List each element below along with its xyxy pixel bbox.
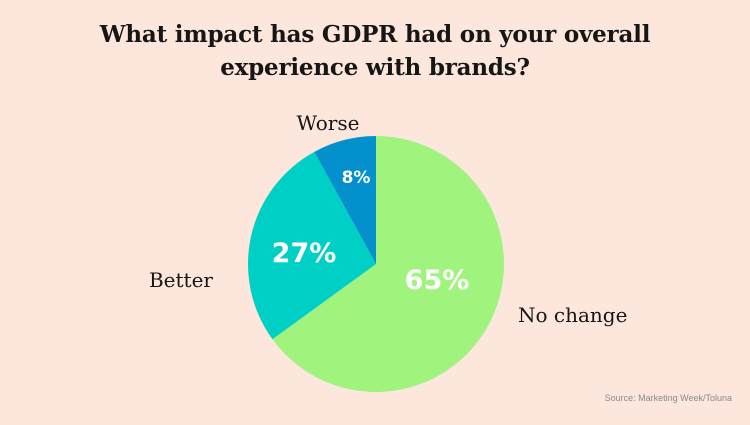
pie-slice-no-change <box>272 136 505 393</box>
pie-slices <box>248 136 505 393</box>
pie-category-labels: No change Better Worse <box>149 111 627 327</box>
pie-percent-label-worse: 8% <box>342 168 371 188</box>
chart-title-line-2: experience with brands? <box>220 54 530 81</box>
chart-title-line-1: What impact has GDPR had on your overall <box>99 21 651 48</box>
pie-slice-worse <box>314 136 376 264</box>
pie-category-label-better: Better <box>149 268 213 292</box>
pie-slice-better <box>248 151 376 340</box>
pie-percent-label-better: 27% <box>272 238 337 269</box>
pie-percent-label-no-change: 65% <box>405 265 470 296</box>
source-note: Source: Marketing Week/Toluna <box>604 393 732 403</box>
pie-category-label-no-change: No change <box>518 303 627 327</box>
chart-title: What impact has GDPR had on your overall… <box>0 18 750 84</box>
pie-percent-labels: 65% 27% 8% <box>272 168 470 296</box>
pie-category-label-worse: Worse <box>297 111 360 135</box>
